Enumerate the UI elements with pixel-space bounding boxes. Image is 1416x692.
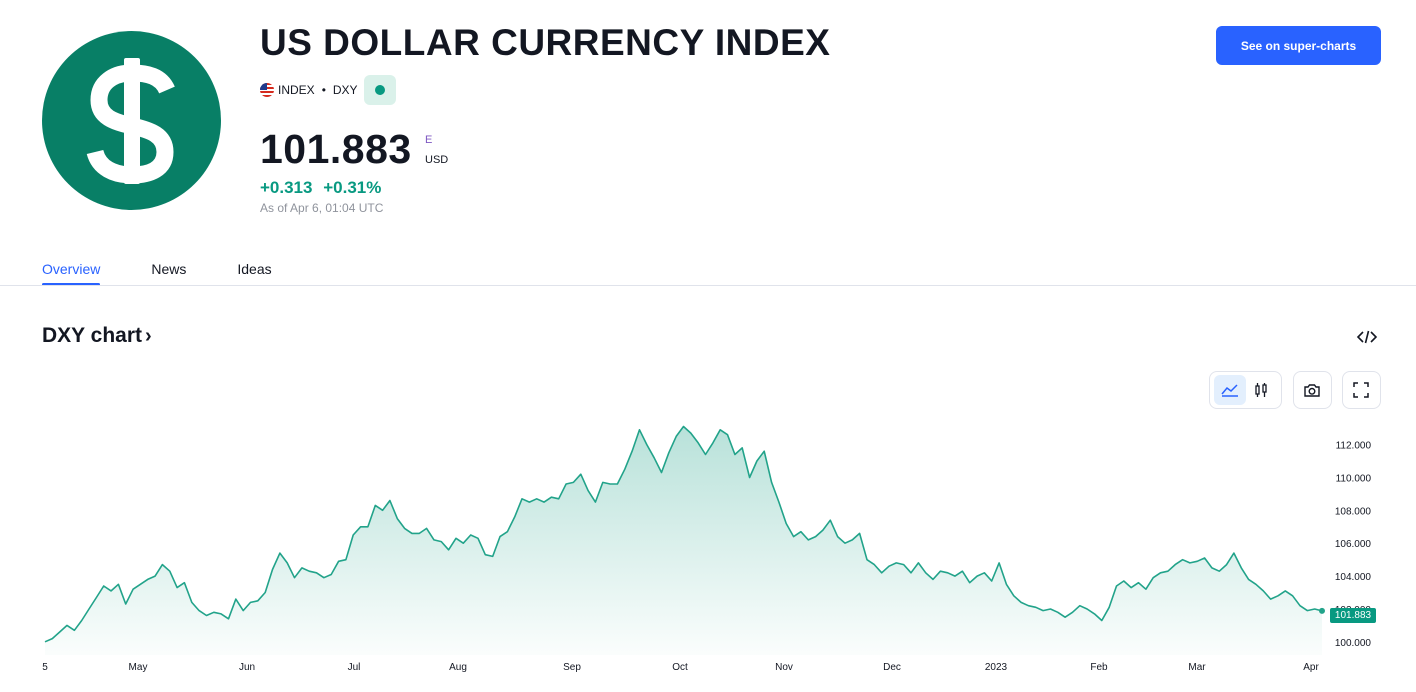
chevron-right-icon: › [145,324,152,347]
y-tick-label: 108.000 [1335,506,1372,517]
x-tick-label: 5 [42,662,48,673]
candles-chart-button[interactable] [1246,375,1278,405]
change-percent: +0.31% [323,178,382,197]
as-of-timestamp: As of Apr 6, 01:04 UTC [260,201,384,215]
market-status-badge[interactable] [363,75,396,105]
symbol-type[interactable]: INDEX [278,83,315,97]
dollar-sign-icon [86,57,175,184]
status-dot-icon [374,85,385,95]
x-tick-label: Dec [883,662,901,673]
x-tick-label: Jul [348,662,361,673]
fullscreen-button[interactable] [1345,375,1377,405]
meta-separator: • [321,83,326,97]
x-tick-label: Aug [449,662,467,673]
fullscreen-group [1342,371,1381,409]
x-tick-label: Feb [1090,662,1108,673]
y-tick-label: 106.000 [1335,539,1372,550]
price-flag[interactable]: E [425,134,433,146]
last-price-label: 101.883 [1330,608,1376,623]
see-on-super-charts-button[interactable]: See on super-charts [1216,26,1381,65]
tab-ideas[interactable]: Ideas [237,260,272,277]
area-fill [45,426,1322,655]
snapshot-button[interactable] [1296,375,1328,405]
chart-title: DXY chart [42,324,142,347]
change-absolute: +0.313 [260,178,313,197]
line-chart-button[interactable] [1214,375,1246,405]
x-tick-label: Nov [775,662,793,673]
x-tick-label: Sep [563,662,581,673]
symbol-meta: INDEX • DXY [260,75,396,105]
logo [42,31,221,210]
x-tick-label: Jun [239,662,255,673]
page-title: US DOLLAR CURRENCY INDEX [260,22,831,63]
x-tick-label: Oct [672,662,688,673]
x-tick-label: Mar [1188,662,1206,673]
price-currency: USD [425,154,449,166]
snapshot-group [1293,371,1332,409]
symbol-ticker: DXY [332,83,358,97]
y-tick-label: 110.000 [1336,474,1372,485]
camera-icon [1304,383,1320,397]
tab-overview[interactable]: Overview [42,252,101,286]
tab-divider [0,285,1416,286]
y-tick-label: 100.000 [1335,638,1372,649]
tab-bar: Overview News Ideas [42,252,323,286]
price-change: +0.313 +0.31% [260,178,381,198]
series-line [44,425,1323,643]
line-chart-icon [1221,384,1238,397]
fullscreen-icon [1353,382,1369,398]
y-tick-label: 112.000 [1336,441,1372,452]
x-tick-label: May [129,662,148,673]
code-embed-icon[interactable] [1356,328,1378,346]
tab-news[interactable]: News [151,260,187,277]
x-tick-label: Apr [1303,662,1319,673]
last-point [1319,607,1325,614]
last-price: 101.883 [260,126,412,172]
price-chart[interactable]: 100.000102.000104.000106.000108.000110.0… [0,415,1416,692]
y-tick-label: 104.000 [1335,572,1372,583]
candles-icon [1255,383,1267,397]
chart-title-link[interactable]: DXY chart › [42,324,152,348]
chart-style-toggle [1209,371,1282,409]
x-tick-label: 2023 [985,662,1008,673]
us-flag-icon [260,83,274,97]
